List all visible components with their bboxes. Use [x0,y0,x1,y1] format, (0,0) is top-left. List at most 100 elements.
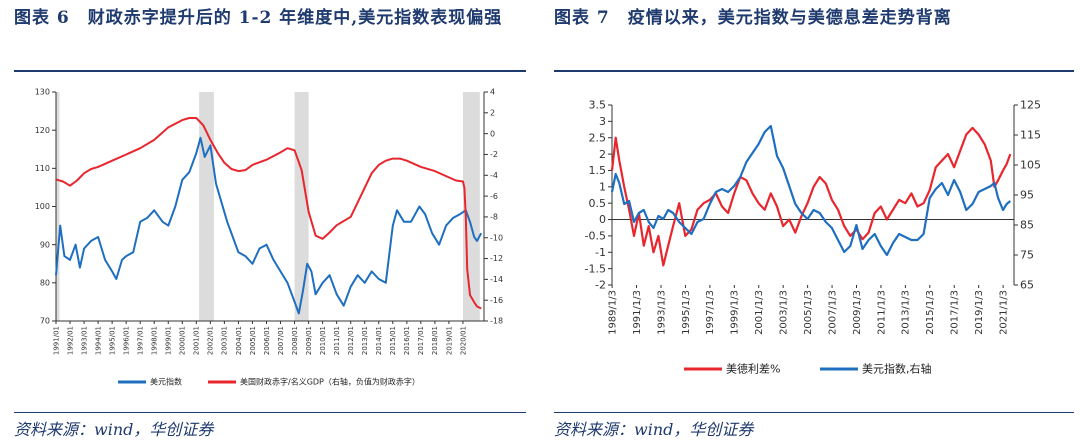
y-tick-label-right: -16 [490,296,503,305]
y-tick-label-left: 100 [35,202,50,211]
x-tick-label: 2000/01 [179,326,187,355]
shaded-period [56,92,60,321]
y-tick-label-left: 1.5 [589,164,607,177]
x-tick-label: 2014/01 [375,326,383,355]
x-tick-label: 2015/1/3 [925,290,936,335]
x-tick-label: 1992/01 [66,326,74,355]
y-tick-label-left: 3.5 [589,99,607,112]
y-tick-label-right: -8 [490,213,498,222]
x-tick-label: 2019/1/3 [974,290,985,335]
x-tick-label: 2007/01 [277,326,285,355]
figure-7-title: 图表 7 疫情以来，美元指数与美德息差走势背离 [554,8,952,28]
x-tick-label: 2005/01 [249,326,257,355]
x-tick-label: 2007/1/3 [827,290,838,335]
y-tick-label-right: 95 [1020,189,1034,202]
y-tick-label-left: 2 [599,148,606,161]
x-tick-label: 1996/01 [122,326,130,355]
y-tick-label-right: 2 [490,108,495,117]
x-tick-label: 2010/01 [319,326,327,355]
x-tick-label: 2001/01 [193,326,201,355]
x-tick-label: 1999/1/3 [730,290,741,335]
y-tick-label-left: 70 [40,317,50,326]
x-tick-label: 2003/1/3 [779,290,790,335]
y-tick-label-right: 4 [490,88,495,97]
y-tick-label-right: -4 [490,171,498,180]
y-tick-label-left: -0.5 [585,230,606,243]
source-rule [14,412,526,413]
figure-7-svg: 3.5 3 2.5 2 1.5 1 0.5 0 -0.5 -1 -1.5 -2 125 115 105 95 8… [585,99,1041,376]
figure-6-panel: 图表 6 财政赤字提升后的 1-2 年维度中,美元指数表现偏强 70 80 90 10… [0,0,530,447]
legend-label: 美国财政赤字/名义GDP（右轴，负值为财政赤字） [240,377,420,387]
x-tick-label: 1999/01 [165,326,173,355]
y-tick-label-right: 85 [1020,219,1034,232]
x-tick-label: 1993/01 [80,326,88,355]
y-tick-label-left: 120 [35,126,50,135]
y-tick-label-right: 125 [1020,99,1041,112]
figure-7-chart: 3.5 3 2.5 2 1.5 1 0.5 0 -0.5 -1 -1.5 -2 125 115 105 95 8… [554,80,1074,408]
legend-label: 美元指数 [150,377,182,387]
x-tick-label: 2004/01 [235,326,243,355]
x-tick-label: 2017/1/3 [950,290,961,335]
x-tick-label: 2020/01 [459,326,467,355]
x-tick-label: 1995/01 [108,326,116,355]
figure-6-chart: 70 80 90 100 110 120 130 4 2 0 -2 -4 -6 -8 -10 -12 -14 -1… [14,80,526,408]
x-tick-label: 1995/1/3 [681,290,692,335]
x-tick-label: 2018/01 [431,326,439,355]
x-tick-label: 1997/01 [137,326,145,355]
y-tick-label-left: -2 [595,279,606,292]
x-tick-label: 2013/1/3 [901,290,912,335]
source-rule [554,412,1074,413]
x-tick-label: 1994/01 [94,326,102,355]
y-tick-label-right: -18 [490,317,503,326]
x-tick-label: 2011/01 [333,326,341,355]
y-tick-label-left: 0 [599,213,606,226]
x-tick-label: 1997/1/3 [705,290,716,335]
x-tick-label: 1993/1/3 [656,290,667,335]
x-tick-label: 2006/01 [263,326,271,355]
x-tick-label: 2019/01 [445,326,453,355]
y-tick-label-left: 110 [35,164,50,173]
legend-label: 美德利差% [726,362,780,376]
figure-6-title: 图表 6 财政赤字提升后的 1-2 年维度中,美元指数表现偏强 [14,8,503,28]
x-tick-label: 2003/01 [221,326,229,355]
figure-7-panel: 图表 7 疫情以来，美元指数与美德息差走势背离 3.5 3 2.5 2 1.5 1 0.5 0… [548,0,1080,447]
y-tick-label-right: 105 [1020,159,1041,172]
y-tick-label-left: 130 [35,88,50,97]
x-tick-label: 2012/01 [347,326,355,355]
y-tick-label-left: 2.5 [589,131,607,144]
shaded-period [199,92,214,321]
figure-7-source: 资料来源：wind，华创证券 [554,420,754,439]
x-tick-label: 1989/1/3 [607,290,618,335]
x-tick-label: 1998/01 [151,326,159,355]
series-line-right-axis [55,117,482,310]
x-tick-label: 2011/1/3 [876,290,887,335]
title-rule [554,70,1074,72]
legend-label: 美元指数,右轴 [862,362,932,376]
series-line-right-axis [610,124,1012,257]
x-tick-label: 2002/01 [207,326,215,355]
y-tick-label-left: -1.5 [585,262,606,275]
x-tick-label: 2021/1/3 [998,290,1009,335]
x-tick-label: 2009/1/3 [852,290,863,335]
y-tick-label-right: 115 [1020,129,1041,142]
y-tick-label-left: 1 [599,180,606,193]
x-tick-label: 1991/01 [52,326,60,355]
shaded-period [294,92,309,321]
x-tick-label: 2015/01 [389,326,397,355]
y-tick-label-left: 90 [40,240,50,249]
x-tick-label: 2017/01 [417,326,425,355]
x-tick-label: 2013/01 [361,326,369,355]
y-tick-label-right: -14 [490,275,503,284]
y-tick-label-left: -1 [595,246,606,259]
y-tick-label-right: 75 [1020,249,1034,262]
y-tick-label-left: 0.5 [589,197,607,210]
y-tick-label-left: 80 [40,279,50,288]
x-tick-label: 2008/01 [291,326,299,355]
y-tick-label-right: -12 [490,254,503,263]
x-tick-label: 2001/1/3 [754,290,765,335]
y-tick-label-right: 65 [1020,279,1034,292]
series-line-left-axis [610,126,1012,267]
x-tick-label: 1991/1/3 [632,290,643,335]
y-tick-label-right: -10 [490,233,503,242]
x-tick-label: 2005/1/3 [803,290,814,335]
